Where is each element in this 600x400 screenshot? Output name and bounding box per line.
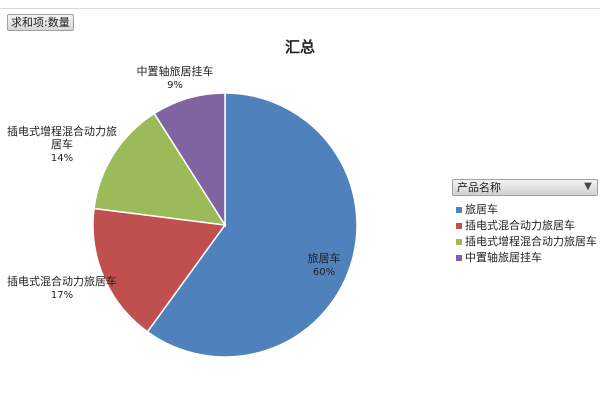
data-label-4: 中置轴旅居挂车 9%: [137, 64, 214, 91]
data-label-category: 插电式增程混合动力旅: [7, 124, 117, 138]
legend-label: 插电式混合动力旅居车: [465, 219, 575, 232]
data-label-percent: 17%: [51, 290, 73, 301]
legend-swatch: [456, 255, 462, 261]
data-label-category: 旅居车: [308, 251, 341, 265]
pie-slice-3[interactable]: [93, 112, 227, 226]
legend-item-2[interactable]: 插电式混合动力旅居车: [456, 218, 598, 234]
data-label-percent: 9%: [167, 80, 183, 91]
legend-list: 旅居车插电式混合动力旅居车插电式增程混合动力旅居车 中置轴旅居挂车: [456, 202, 598, 266]
legend-swatch: [456, 239, 462, 245]
legend-swatch: [456, 223, 462, 229]
filter-funnel-icon[interactable]: ▼: [584, 181, 592, 192]
legend-field-header[interactable]: 产品名称 ▼: [452, 179, 598, 196]
data-label-category: 中置轴旅居挂车: [137, 64, 214, 78]
legend-item-3[interactable]: 插电式增程混合动力旅居车: [456, 234, 598, 250]
data-label-percent: 60%: [313, 267, 335, 278]
legend: 产品名称 ▼ 旅居车插电式混合动力旅居车插电式增程混合动力旅居车 中置轴旅居挂车: [452, 179, 598, 266]
top-border-line: [0, 8, 600, 9]
legend-item-1[interactable]: 旅居车: [456, 202, 598, 218]
legend-label: 插电式增程混合动力旅居车: [465, 235, 597, 248]
pie-slice-2[interactable]: [92, 207, 227, 333]
data-label-3: 插电式增程混合动力旅居车 14%: [7, 124, 117, 164]
data-label-percent: 14%: [51, 153, 73, 164]
legend-label: 中置轴旅居挂车: [465, 251, 542, 264]
data-label-category: 居车: [51, 137, 73, 151]
legend-swatch: [456, 207, 462, 213]
legend-header-label: 产品名称: [457, 181, 501, 194]
data-label-2: 插电式混合动力旅居车 17%: [7, 274, 117, 301]
legend-item-4[interactable]: 中置轴旅居挂车: [456, 250, 598, 266]
pie-slice-1[interactable]: [146, 92, 358, 358]
value-field-button[interactable]: 求和项:数量: [7, 14, 74, 31]
chart-title: 汇总: [284, 38, 315, 56]
pie-slice-4[interactable]: [153, 92, 226, 228]
data-label-category: 插电式混合动力旅居车: [7, 274, 117, 288]
data-label-1: 旅居车 60%: [308, 251, 341, 278]
legend-label: 旅居车: [465, 203, 498, 216]
